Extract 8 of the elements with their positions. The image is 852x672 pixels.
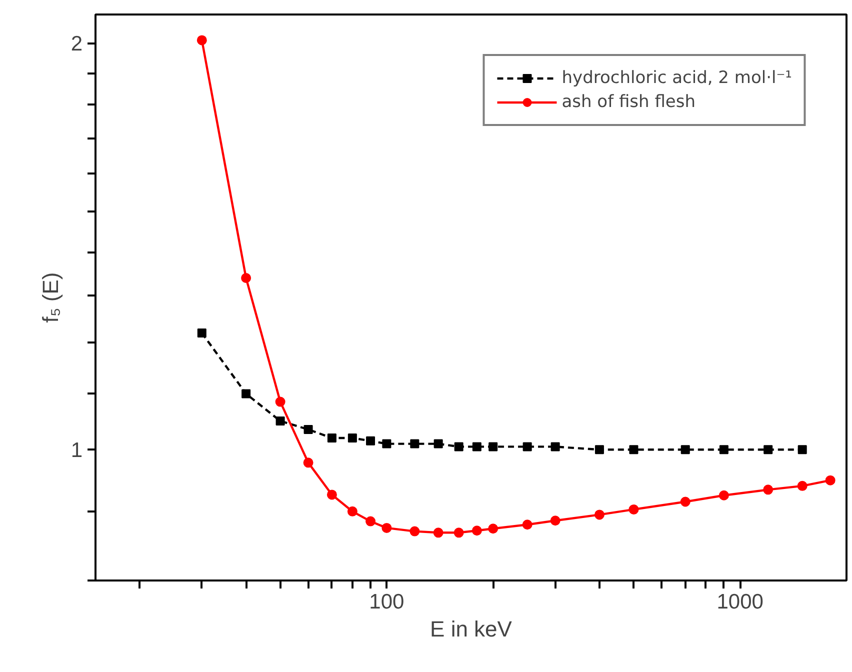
y-tick-label: 1 bbox=[70, 439, 83, 462]
y-axis-title: f₅ (E) bbox=[38, 272, 63, 323]
x-axis-title: E in keV bbox=[430, 616, 512, 642]
legend-label: ash of fish flesh bbox=[562, 92, 696, 112]
y-tick-label: 2 bbox=[70, 32, 83, 56]
x-tick-label: 100 bbox=[369, 590, 404, 614]
legend-label: hydrochloric acid, 2 mol·l⁻¹ bbox=[562, 68, 792, 88]
x-tick-label: 1000 bbox=[716, 590, 764, 614]
